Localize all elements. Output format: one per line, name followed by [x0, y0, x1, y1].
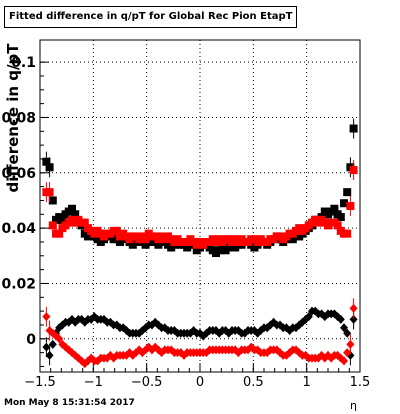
data-point: [68, 204, 76, 213]
x-tick-label: 1.5: [350, 375, 371, 390]
data-point: [349, 124, 358, 133]
data-point: [288, 235, 297, 244]
data-point: [333, 221, 342, 230]
data-point: [55, 334, 64, 344]
x-tick-label: 0: [196, 375, 204, 390]
data-point: [346, 339, 355, 349]
series-2: [42, 306, 358, 366]
data-point: [45, 188, 54, 197]
data-point: [304, 312, 313, 322]
data-series: [42, 118, 358, 369]
data-point: [80, 218, 89, 227]
data-point: [42, 342, 51, 352]
data-point: [349, 303, 358, 313]
data-point: [330, 204, 339, 213]
y-axis-label: difference in q/pT: [4, 43, 22, 193]
x-tick-label: 0.5: [243, 375, 264, 390]
y-tick-label: 0.06: [1, 166, 36, 182]
y-tick-label: 0.08: [1, 110, 36, 126]
axis-ticks: −1.5 −1 −0.5 0 0.5 1 1.5 0 0.02 0.04 0.06 0.08 0.1: [1, 55, 370, 390]
data-point: [112, 226, 121, 235]
y-tick-label: 0.04: [1, 221, 36, 237]
x-tick-label: −1.5: [24, 375, 56, 390]
x-tick-label: −1: [84, 375, 103, 390]
x-axis-label: η: [350, 399, 357, 412]
data-point: [141, 235, 150, 244]
y-tick-label: 0.1: [11, 55, 36, 71]
x-tick-label: −0.5: [131, 375, 163, 390]
data-point: [58, 215, 67, 224]
data-point: [346, 202, 355, 210]
data-point: [349, 166, 358, 175]
data-point: [45, 350, 54, 360]
chart-title: Fitted difference in q/pT for Global Rec…: [4, 6, 298, 28]
data-point: [343, 328, 352, 338]
data-point: [48, 339, 57, 349]
data-point: [340, 356, 348, 366]
y-tick-label: 0.02: [1, 276, 36, 292]
data-point: [42, 312, 51, 322]
data-point: [343, 348, 352, 358]
data-point: [343, 188, 352, 197]
data-point: [116, 237, 124, 246]
series-1: [42, 160, 358, 249]
data-point: [336, 314, 345, 324]
x-tick-label: 1: [303, 375, 311, 390]
data-point: [48, 221, 57, 230]
timestamp: Mon May 8 15:31:54 2017: [4, 398, 135, 408]
y-tick-label: 0: [26, 332, 36, 348]
data-point: [340, 199, 348, 208]
data-point: [71, 210, 80, 219]
series-3: [42, 298, 358, 369]
data-point: [343, 229, 352, 238]
data-point: [42, 157, 51, 166]
data-point: [340, 323, 348, 333]
data-point: [48, 196, 57, 205]
data-point: [45, 163, 54, 172]
data-point: [55, 229, 64, 238]
data-point: [349, 314, 358, 324]
data-point: [336, 213, 345, 222]
